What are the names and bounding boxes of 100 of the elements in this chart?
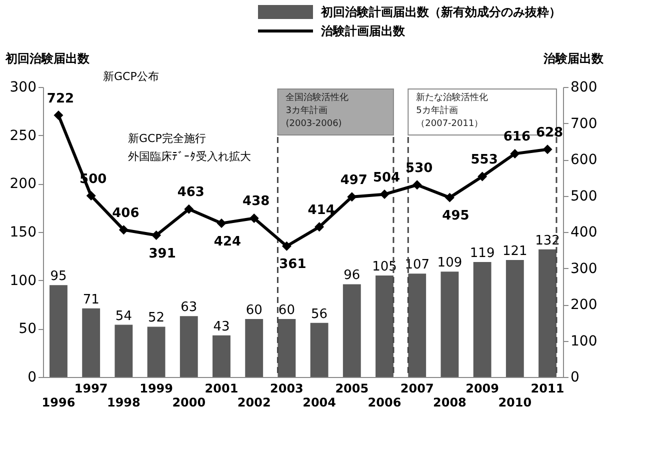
y2-tick-label: 600 xyxy=(570,152,598,168)
annotation: （2007-2011） xyxy=(416,119,484,129)
data-label: 63 xyxy=(180,300,198,316)
x-tick-label: 2003 xyxy=(270,382,304,396)
bar xyxy=(473,262,492,377)
data-label: 52 xyxy=(148,310,165,326)
point xyxy=(510,148,520,158)
data-label: 424 xyxy=(214,234,242,250)
x-tick-label: 2006 xyxy=(368,396,402,410)
point xyxy=(444,192,454,202)
annotation: 外国臨床ﾃﾞｰﾀ受入れ拡大 xyxy=(128,150,251,163)
point xyxy=(347,192,357,202)
y-tick-label: 0 xyxy=(28,370,36,386)
y-tick-label: 200 xyxy=(10,176,36,192)
data-label: 105 xyxy=(372,260,397,274)
bar xyxy=(506,260,524,377)
bar xyxy=(147,326,166,377)
point xyxy=(282,241,292,251)
x-tick-label: 2000 xyxy=(172,396,206,410)
annotation: 5カ年計画 xyxy=(416,105,458,116)
x-tick-label: 2008 xyxy=(433,396,466,410)
data-label: 71 xyxy=(82,292,100,308)
x-tick-label: 2001 xyxy=(204,382,238,396)
data-label: 95 xyxy=(50,269,67,284)
bar xyxy=(310,322,328,377)
data-label: 96 xyxy=(344,268,360,284)
point xyxy=(118,225,128,235)
point xyxy=(380,190,390,200)
bar xyxy=(212,335,230,377)
x-tick-label: 1996 xyxy=(42,396,76,410)
data-label: 463 xyxy=(177,185,204,200)
data-label: 361 xyxy=(279,257,306,272)
point xyxy=(249,213,259,223)
data-label: 119 xyxy=(470,246,495,261)
bar xyxy=(278,319,296,377)
data-label: 504 xyxy=(372,170,400,186)
data-label: 616 xyxy=(503,130,530,145)
data-label: 60 xyxy=(278,303,295,318)
data-label: 530 xyxy=(406,160,433,176)
x-tick-label: 2004 xyxy=(302,396,336,410)
annotation: 3カ年計画 xyxy=(286,105,328,116)
text: 新GCP公布 xyxy=(103,70,159,83)
data-label: 628 xyxy=(536,125,564,140)
data-label: 107 xyxy=(404,258,430,273)
x-tick-label: 1999 xyxy=(140,382,173,396)
y-tick-label: 250 xyxy=(10,128,36,144)
data-label: 495 xyxy=(442,208,470,224)
point xyxy=(542,144,552,154)
y-tick-label: 300 xyxy=(10,80,36,96)
legend-label: 初回治験計画届出数（新有効成分のみ抜粋） xyxy=(320,5,561,19)
y2-tick-label: 700 xyxy=(570,116,598,132)
point xyxy=(412,180,422,190)
bar xyxy=(245,319,264,377)
data-label: 121 xyxy=(502,244,528,260)
data-label: 722 xyxy=(46,91,74,106)
data-label: 497 xyxy=(340,172,368,188)
bar xyxy=(538,249,556,377)
annotation: 新GCP完全施行 xyxy=(128,132,206,145)
annotation: (2003-2006) xyxy=(286,119,342,129)
y2-tick-label: 200 xyxy=(570,297,598,313)
x-tick-label: 2010 xyxy=(498,396,532,410)
point xyxy=(478,172,488,182)
data-label: 406 xyxy=(112,206,140,221)
x-tick-label: 2007 xyxy=(400,382,434,396)
legend-label: 治験計画届出数 xyxy=(320,24,406,38)
y-axis-title: 初回治験届出数 xyxy=(4,52,90,66)
point xyxy=(54,110,64,120)
y2-tick-label: 100 xyxy=(570,333,598,350)
data-label: 109 xyxy=(437,256,462,271)
data-label: 414 xyxy=(308,202,335,218)
data-label: 54 xyxy=(115,308,132,324)
y2-tick-label: 800 xyxy=(570,80,598,96)
bar xyxy=(114,324,133,377)
data-label: 60 xyxy=(246,303,262,318)
data-label: 132 xyxy=(535,233,560,248)
y2-axis-title: 治験届出数 xyxy=(542,52,604,66)
bar xyxy=(50,285,68,377)
y2-tick-label: 400 xyxy=(570,224,598,240)
data-label: 553 xyxy=(470,152,498,168)
data-label: 56 xyxy=(311,306,328,322)
x-tick-label: 1997 xyxy=(74,382,108,396)
x-tick-label: 2009 xyxy=(466,382,500,396)
point xyxy=(152,230,162,240)
x-tick-label: 1998 xyxy=(106,396,140,410)
point xyxy=(314,222,324,232)
bar xyxy=(342,284,361,377)
band-label: 全国治験活性化 xyxy=(286,92,349,103)
bar xyxy=(408,274,426,377)
band-label: 新たな治験活性化 xyxy=(416,92,488,103)
point xyxy=(86,191,96,200)
point xyxy=(216,218,226,228)
x-tick-label: 2005 xyxy=(335,382,369,396)
y-tick-label: 100 xyxy=(10,272,36,289)
x-tick-label: 2002 xyxy=(237,396,271,410)
y-tick-label: 50 xyxy=(18,321,36,338)
data-label: 391 xyxy=(148,246,176,262)
data-label: 438 xyxy=(242,194,270,210)
bar xyxy=(376,276,394,377)
bar xyxy=(440,272,459,377)
y2-tick-label: 500 xyxy=(570,188,598,204)
